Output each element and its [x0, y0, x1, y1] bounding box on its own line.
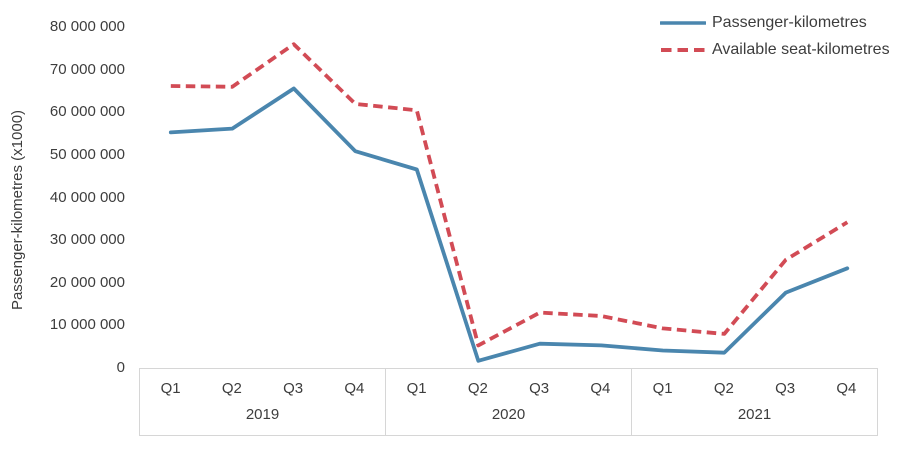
year-label: 2020 — [491, 406, 526, 423]
y-tick-label: 60 000 000 — [49, 103, 125, 121]
solid-line-swatch-icon — [660, 21, 706, 25]
year-group-2021: Q1 Q2 Q3 Q4 2021 — [631, 369, 877, 435]
quarter-label: Q2 — [713, 380, 734, 397]
y-tick-label: 10 000 000 — [49, 316, 125, 334]
legend-label-passenger-kilometres: Passenger-kilometres — [712, 14, 867, 31]
legend-item-passenger-kilometres: Passenger-kilometres — [660, 14, 890, 32]
legend: Passenger-kilometres Available seat-kilo… — [660, 14, 890, 59]
year-group-2020: Q1 Q2 Q3 Q4 2020 — [385, 369, 631, 435]
legend-item-available-seat-kilometres: Available seat-kilometres — [660, 41, 890, 59]
y-tick-label: 70 000 000 — [49, 60, 125, 78]
quarter-row: Q1 Q2 Q3 Q4 — [140, 380, 385, 397]
quarter-row: Q1 Q2 Q3 Q4 — [632, 380, 877, 397]
quarter-label: Q3 — [529, 380, 550, 397]
quarter-label: Q1 — [160, 380, 181, 397]
y-tick-label: 20 000 000 — [49, 273, 125, 291]
quarter-label: Q2 — [221, 380, 242, 397]
quarter-row: Q1 Q2 Q3 Q4 — [386, 380, 631, 397]
series-line-available-seat-kilometres — [170, 42, 849, 348]
y-tick-label: 80 000 000 — [49, 18, 125, 36]
y-tick-label: 30 000 000 — [49, 231, 125, 249]
year-label: 2019 — [245, 406, 280, 423]
x-axis-band: Q1 Q2 Q3 Q4 2019 Q1 Q2 Q3 Q4 2020 Q1 Q2 Q3 Q4 2021 — [139, 368, 878, 436]
y-tick-label: 50 000 000 — [49, 146, 125, 163]
quarter-label: Q3 — [775, 380, 796, 397]
quarter-label: Q3 — [283, 380, 304, 397]
quarter-label: Q1 — [406, 380, 427, 397]
quarter-label: Q4 — [344, 380, 365, 397]
y-tick-label: 0 — [116, 359, 125, 376]
quarter-label: Q4 — [590, 380, 611, 397]
dashed-line-swatch-icon — [661, 48, 705, 52]
legend-label-available-seat-kilometres: Available seat-kilometres — [712, 41, 890, 58]
quarter-label: Q1 — [652, 380, 673, 397]
quarter-label: Q2 — [467, 380, 488, 397]
year-group-2019: Q1 Q2 Q3 Q4 2019 — [140, 369, 385, 435]
series-line-passenger-kilometres — [168, 86, 850, 363]
quarter-label: Q4 — [836, 380, 857, 397]
year-label: 2021 — [737, 406, 772, 423]
y-tick-label: 40 000 000 — [49, 188, 125, 206]
